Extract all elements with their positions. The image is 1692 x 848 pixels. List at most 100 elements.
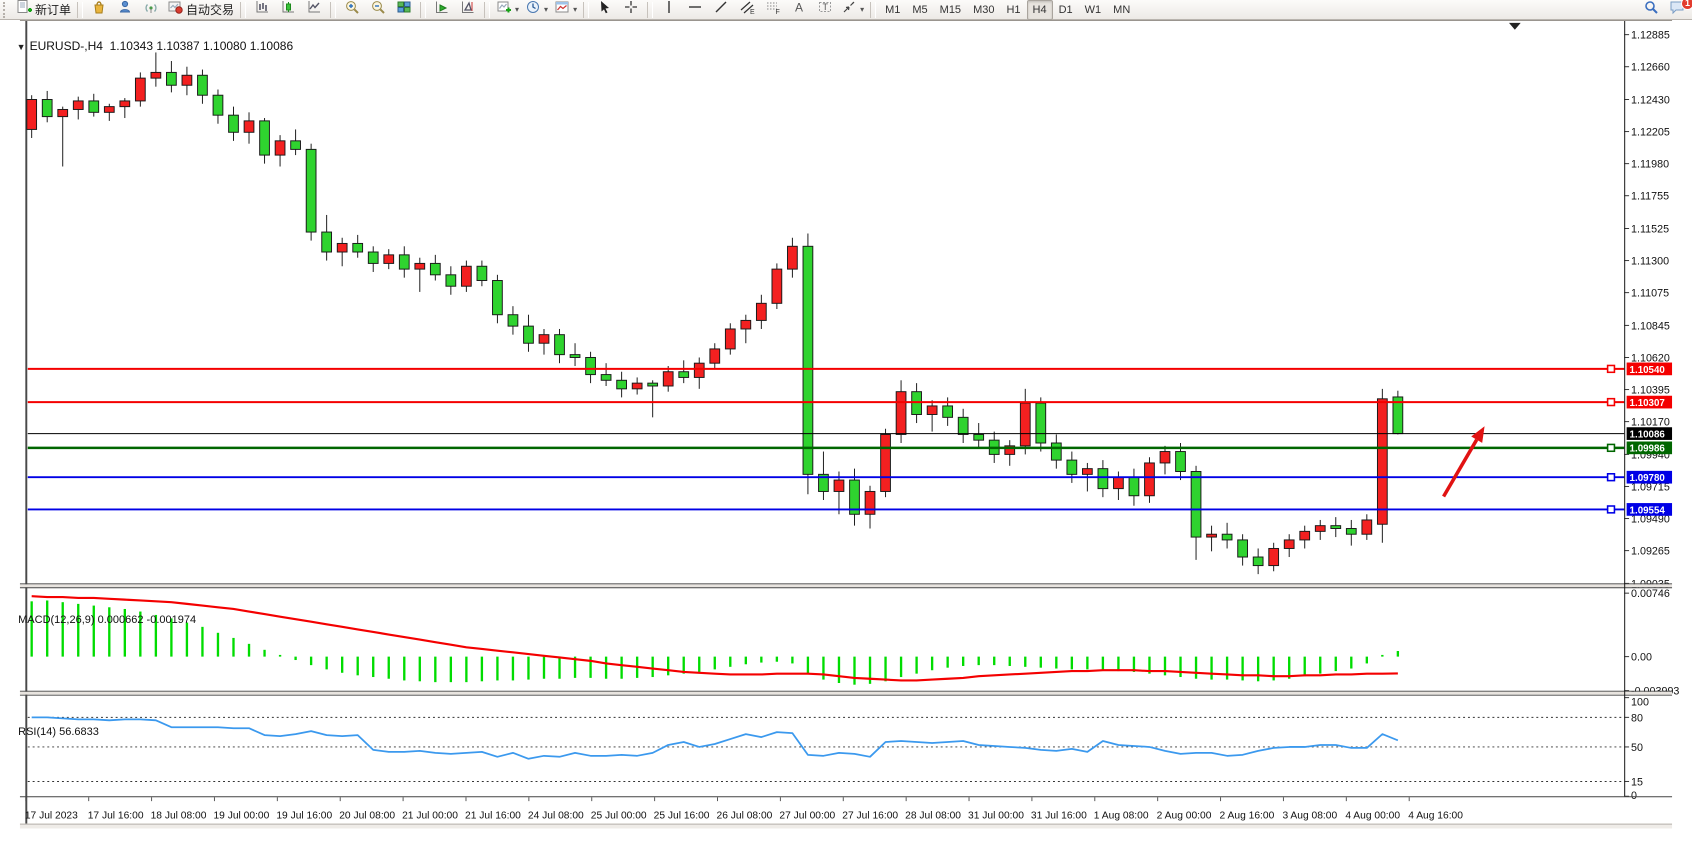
clock-icon (525, 0, 541, 20)
price-tag-text: 1.09554 (1630, 505, 1666, 516)
timeframe-m5-button[interactable]: M5 (912, 3, 928, 16)
line-marker[interactable] (1606, 473, 1616, 482)
price-tag (1626, 362, 1673, 376)
signals-button[interactable] (138, 0, 164, 20)
chat-button[interactable]: 1 (1664, 0, 1692, 20)
trendline-icon (713, 0, 729, 20)
macd-signal-line (31, 595, 1398, 682)
periods-button[interactable]: ▾ (522, 0, 551, 20)
svg-text:0.00746: 0.00746 (1631, 588, 1670, 600)
rsi-indicator-label: RSI(14) 56.6833 (12, 714, 99, 738)
candlestick-chart-icon (280, 0, 296, 20)
chart-symbol: EURUSD-,H4 (29, 39, 103, 53)
cursor-button[interactable] (592, 0, 618, 20)
candlestick-chart-button[interactable] (275, 0, 301, 20)
chart-title: ▼ EURUSD-,H4 1.10343 1.10387 1.10080 1.10… (10, 25, 293, 53)
horizontal-line-objects[interactable]: 1.10540 1.10307 1.10086 1.09986 1.09780 1.095… (27, 362, 1673, 517)
chart-expander-icon[interactable]: ▼ (16, 42, 26, 52)
chart-shift-button[interactable] (455, 0, 481, 20)
zoom-out-button[interactable] (365, 0, 391, 20)
rsi-value: 56.6833 (59, 726, 99, 738)
price-axis[interactable]: 1.12885 1.12660 1.12430 1.12205 1.11980 1.117… (1624, 30, 1670, 591)
svg-text:1.10170: 1.10170 (1631, 417, 1670, 429)
trendline-button[interactable] (708, 0, 734, 20)
timeframe-h4-button[interactable]: H4 (1026, 0, 1053, 20)
chart-shift-icon (460, 0, 476, 20)
arrows-button[interactable]: ▾ (838, 0, 867, 20)
text-label-button[interactable]: T (812, 0, 838, 20)
svg-text:1.11075: 1.11075 (1631, 288, 1669, 300)
price-tag-text: 1.10086 (1630, 429, 1666, 440)
svg-text:1.11525: 1.11525 (1631, 223, 1669, 235)
notification-badge: 1 (1681, 0, 1692, 10)
timeframe-d1-button[interactable]: D1 (1058, 3, 1073, 16)
arrow-annotation[interactable] (1442, 426, 1485, 498)
person-icon (117, 0, 133, 20)
svg-text:1.10845: 1.10845 (1631, 320, 1670, 332)
fibonacci-button[interactable]: F (760, 0, 786, 20)
time-axis-label: 25 Jul 00:00 (591, 811, 647, 822)
time-axis-label: 20 Jul 08:00 (339, 811, 395, 822)
svg-text:1.10620: 1.10620 (1631, 352, 1670, 364)
time-axis-label: 17 Jul 2023 (25, 811, 78, 822)
horizontal-line-icon (687, 0, 703, 20)
line-marker[interactable] (1606, 364, 1616, 374)
indicators-icon (496, 0, 512, 20)
chart-canvas[interactable]: 1.12885 1.12660 1.12430 1.12205 1.11980 1.117… (0, 20, 1692, 848)
line-chart-icon (306, 0, 322, 20)
horizontal-line-button[interactable] (682, 0, 708, 20)
text-button[interactable]: A (786, 0, 812, 20)
timeframe-m1-button[interactable]: M1 (885, 3, 901, 16)
timeframe-mn-button[interactable]: MN (1113, 3, 1131, 16)
timeframe-w1-button[interactable]: W1 (1084, 3, 1102, 16)
tile-windows-button[interactable] (391, 0, 417, 20)
market-button[interactable] (86, 0, 112, 20)
community-button[interactable] (112, 0, 138, 20)
time-axis-label: 21 Jul 00:00 (402, 811, 458, 822)
time-axis-label: 25 Jul 16:00 (654, 811, 710, 822)
svg-text:E: E (750, 9, 755, 15)
crosshair-icon (623, 0, 639, 20)
templates-button[interactable]: ▾ (551, 0, 580, 20)
line-marker[interactable] (1606, 397, 1616, 407)
channel-icon: E (739, 0, 755, 20)
svg-text:1.11755: 1.11755 (1631, 191, 1669, 203)
vertical-line-button[interactable] (656, 0, 682, 20)
time-axis-label: 27 Jul 16:00 (842, 811, 898, 822)
time-axis-label: 17 Jul 16:00 (88, 811, 144, 822)
svg-text:F: F (776, 9, 780, 15)
line-marker[interactable] (1606, 505, 1616, 514)
equidistant-channel-button[interactable]: E (734, 0, 760, 20)
panel-splitter[interactable] (19, 691, 1673, 695)
timeframe-m30-button[interactable]: M30 (973, 3, 995, 16)
svg-text:100: 100 (1631, 696, 1649, 708)
line-marker[interactable] (1606, 443, 1616, 453)
timeframe-m15-button[interactable]: M15 (939, 3, 962, 16)
search-button[interactable] (1638, 0, 1664, 20)
macd-indicator-label: MACD(12,26,9) 0.000662 -0.001974 (12, 602, 196, 626)
zoom-in-button[interactable] (339, 0, 365, 20)
dropdown-caret-icon: ▾ (544, 4, 549, 14)
line-chart-button[interactable] (301, 0, 327, 20)
tile-windows-icon (396, 0, 412, 20)
time-axis[interactable]: 17 Jul 2023 17 Jul 16:00 18 Jul 08:00 19 Ju… (25, 797, 1463, 822)
time-axis-label: 27 Jul 00:00 (779, 811, 835, 822)
autotrading-button[interactable]: 自动交易 (164, 0, 237, 20)
toolbar-grip[interactable] (3, 1, 10, 18)
auto-scroll-button[interactable] (429, 0, 455, 20)
panel-splitter[interactable] (19, 584, 1673, 588)
toolbar-separator (647, 1, 654, 18)
chart-ohlc: 1.10343 1.10387 1.10080 1.10086 (109, 39, 294, 53)
bar-chart-button[interactable] (249, 0, 275, 20)
timeframe-h1-button[interactable]: H1 (1006, 3, 1021, 16)
new-order-button[interactable]: 新订单 (13, 0, 74, 20)
price-tag-text: 1.10307 (1630, 398, 1665, 409)
macd-values: 0.000662 -0.001974 (97, 614, 197, 626)
chart-shift-marker[interactable] (1508, 22, 1521, 30)
crosshair-button[interactable] (618, 0, 644, 20)
auto-scroll-icon (434, 0, 450, 20)
time-axis-label: 2 Aug 16:00 (1220, 811, 1275, 822)
svg-text:1.11980: 1.11980 (1631, 159, 1669, 171)
shopping-bag-icon (91, 0, 107, 20)
indicators-button[interactable]: ▾ (493, 0, 522, 20)
